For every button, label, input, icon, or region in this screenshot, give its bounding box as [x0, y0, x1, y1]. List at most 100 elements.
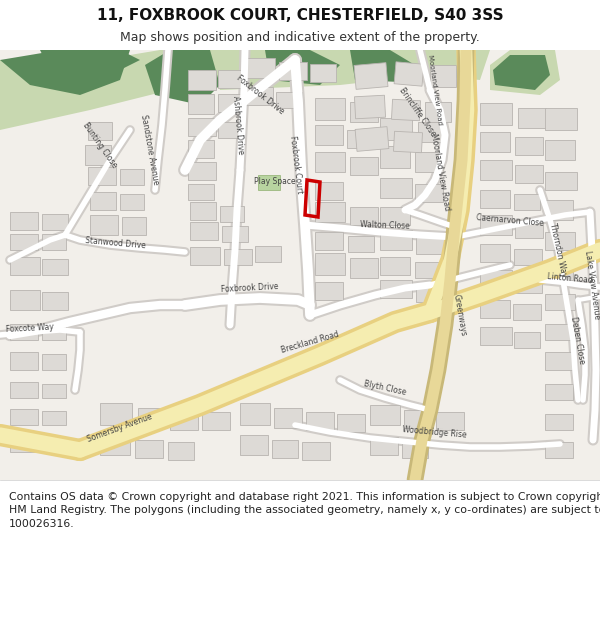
Polygon shape: [350, 50, 415, 82]
Polygon shape: [42, 354, 66, 370]
Polygon shape: [220, 206, 244, 222]
Polygon shape: [415, 184, 443, 202]
Text: Walton Close: Walton Close: [360, 219, 410, 231]
Text: Foxbrook Drive: Foxbrook Drive: [221, 282, 279, 294]
Text: Breckland Road: Breckland Road: [280, 329, 340, 354]
Polygon shape: [10, 382, 38, 398]
Polygon shape: [480, 327, 512, 345]
Polygon shape: [200, 50, 490, 90]
Polygon shape: [42, 326, 66, 340]
Text: 11, FOXBROOK COURT, CHESTERFIELD, S40 3SS: 11, FOXBROOK COURT, CHESTERFIELD, S40 3S…: [97, 8, 503, 22]
Polygon shape: [255, 246, 281, 262]
Text: Woodbridge Rise: Woodbridge Rise: [403, 425, 467, 439]
Polygon shape: [380, 178, 412, 198]
Text: Play Space: Play Space: [254, 177, 296, 186]
Polygon shape: [310, 64, 336, 82]
Polygon shape: [274, 408, 302, 428]
Polygon shape: [302, 442, 330, 460]
Polygon shape: [416, 236, 444, 254]
Text: Contains OS data © Crown copyright and database right 2021. This information is : Contains OS data © Crown copyright and d…: [9, 492, 600, 529]
Polygon shape: [188, 118, 216, 136]
Polygon shape: [380, 146, 410, 168]
Polygon shape: [480, 244, 510, 262]
Polygon shape: [122, 217, 146, 235]
Polygon shape: [42, 384, 66, 398]
Polygon shape: [490, 50, 560, 95]
Polygon shape: [370, 437, 398, 455]
Text: Moorland View Road: Moorland View Road: [427, 54, 443, 126]
Polygon shape: [545, 414, 573, 430]
Polygon shape: [10, 352, 38, 370]
Polygon shape: [315, 125, 343, 145]
Polygon shape: [272, 440, 298, 458]
Polygon shape: [315, 232, 343, 250]
Polygon shape: [10, 436, 38, 452]
Polygon shape: [42, 259, 68, 275]
Polygon shape: [188, 70, 216, 90]
Polygon shape: [545, 140, 575, 160]
Polygon shape: [218, 70, 242, 88]
Polygon shape: [380, 118, 412, 140]
Text: Ashbrook Drive: Ashbrook Drive: [231, 96, 245, 154]
Polygon shape: [0, 50, 130, 95]
Polygon shape: [380, 280, 412, 298]
Polygon shape: [279, 62, 307, 80]
Polygon shape: [315, 253, 345, 275]
Polygon shape: [394, 62, 424, 86]
Polygon shape: [145, 50, 220, 105]
Polygon shape: [493, 55, 550, 90]
Text: Linton Road: Linton Road: [547, 271, 593, 284]
Polygon shape: [436, 412, 464, 430]
Polygon shape: [480, 215, 512, 235]
Polygon shape: [218, 122, 242, 138]
Polygon shape: [222, 226, 248, 242]
Polygon shape: [415, 152, 443, 172]
Polygon shape: [355, 95, 386, 119]
Polygon shape: [391, 99, 421, 121]
Polygon shape: [120, 194, 144, 210]
Polygon shape: [515, 220, 543, 238]
Polygon shape: [514, 332, 540, 348]
Polygon shape: [545, 324, 573, 340]
Polygon shape: [337, 414, 365, 432]
Polygon shape: [190, 222, 218, 240]
Polygon shape: [394, 131, 422, 152]
Polygon shape: [188, 162, 216, 180]
Polygon shape: [480, 103, 512, 125]
Polygon shape: [545, 232, 575, 250]
Polygon shape: [545, 108, 577, 130]
Polygon shape: [42, 411, 66, 425]
Polygon shape: [350, 157, 378, 175]
Text: Caernarvon Close: Caernarvon Close: [476, 213, 544, 228]
Polygon shape: [90, 192, 116, 210]
Polygon shape: [10, 324, 38, 340]
Polygon shape: [315, 152, 345, 172]
Polygon shape: [514, 249, 542, 265]
Polygon shape: [380, 230, 412, 250]
Polygon shape: [514, 194, 540, 210]
Polygon shape: [224, 249, 252, 265]
Polygon shape: [404, 410, 432, 428]
Text: Moorland View Road: Moorland View Road: [429, 132, 451, 211]
Polygon shape: [100, 403, 132, 425]
Polygon shape: [190, 247, 220, 265]
Polygon shape: [545, 294, 575, 310]
Polygon shape: [348, 236, 374, 252]
Polygon shape: [265, 50, 340, 85]
Text: Greenways: Greenways: [452, 293, 468, 337]
Polygon shape: [315, 98, 345, 120]
Polygon shape: [315, 282, 343, 300]
Polygon shape: [138, 408, 166, 428]
Polygon shape: [10, 257, 40, 275]
Polygon shape: [306, 412, 334, 430]
Polygon shape: [90, 215, 118, 235]
Polygon shape: [240, 403, 270, 425]
Text: Map shows position and indicative extent of the property.: Map shows position and indicative extent…: [120, 31, 480, 44]
Polygon shape: [545, 384, 573, 400]
Polygon shape: [513, 304, 541, 320]
Polygon shape: [42, 438, 66, 452]
Polygon shape: [88, 122, 112, 140]
Polygon shape: [545, 200, 573, 220]
Polygon shape: [347, 130, 373, 148]
Polygon shape: [10, 212, 38, 230]
